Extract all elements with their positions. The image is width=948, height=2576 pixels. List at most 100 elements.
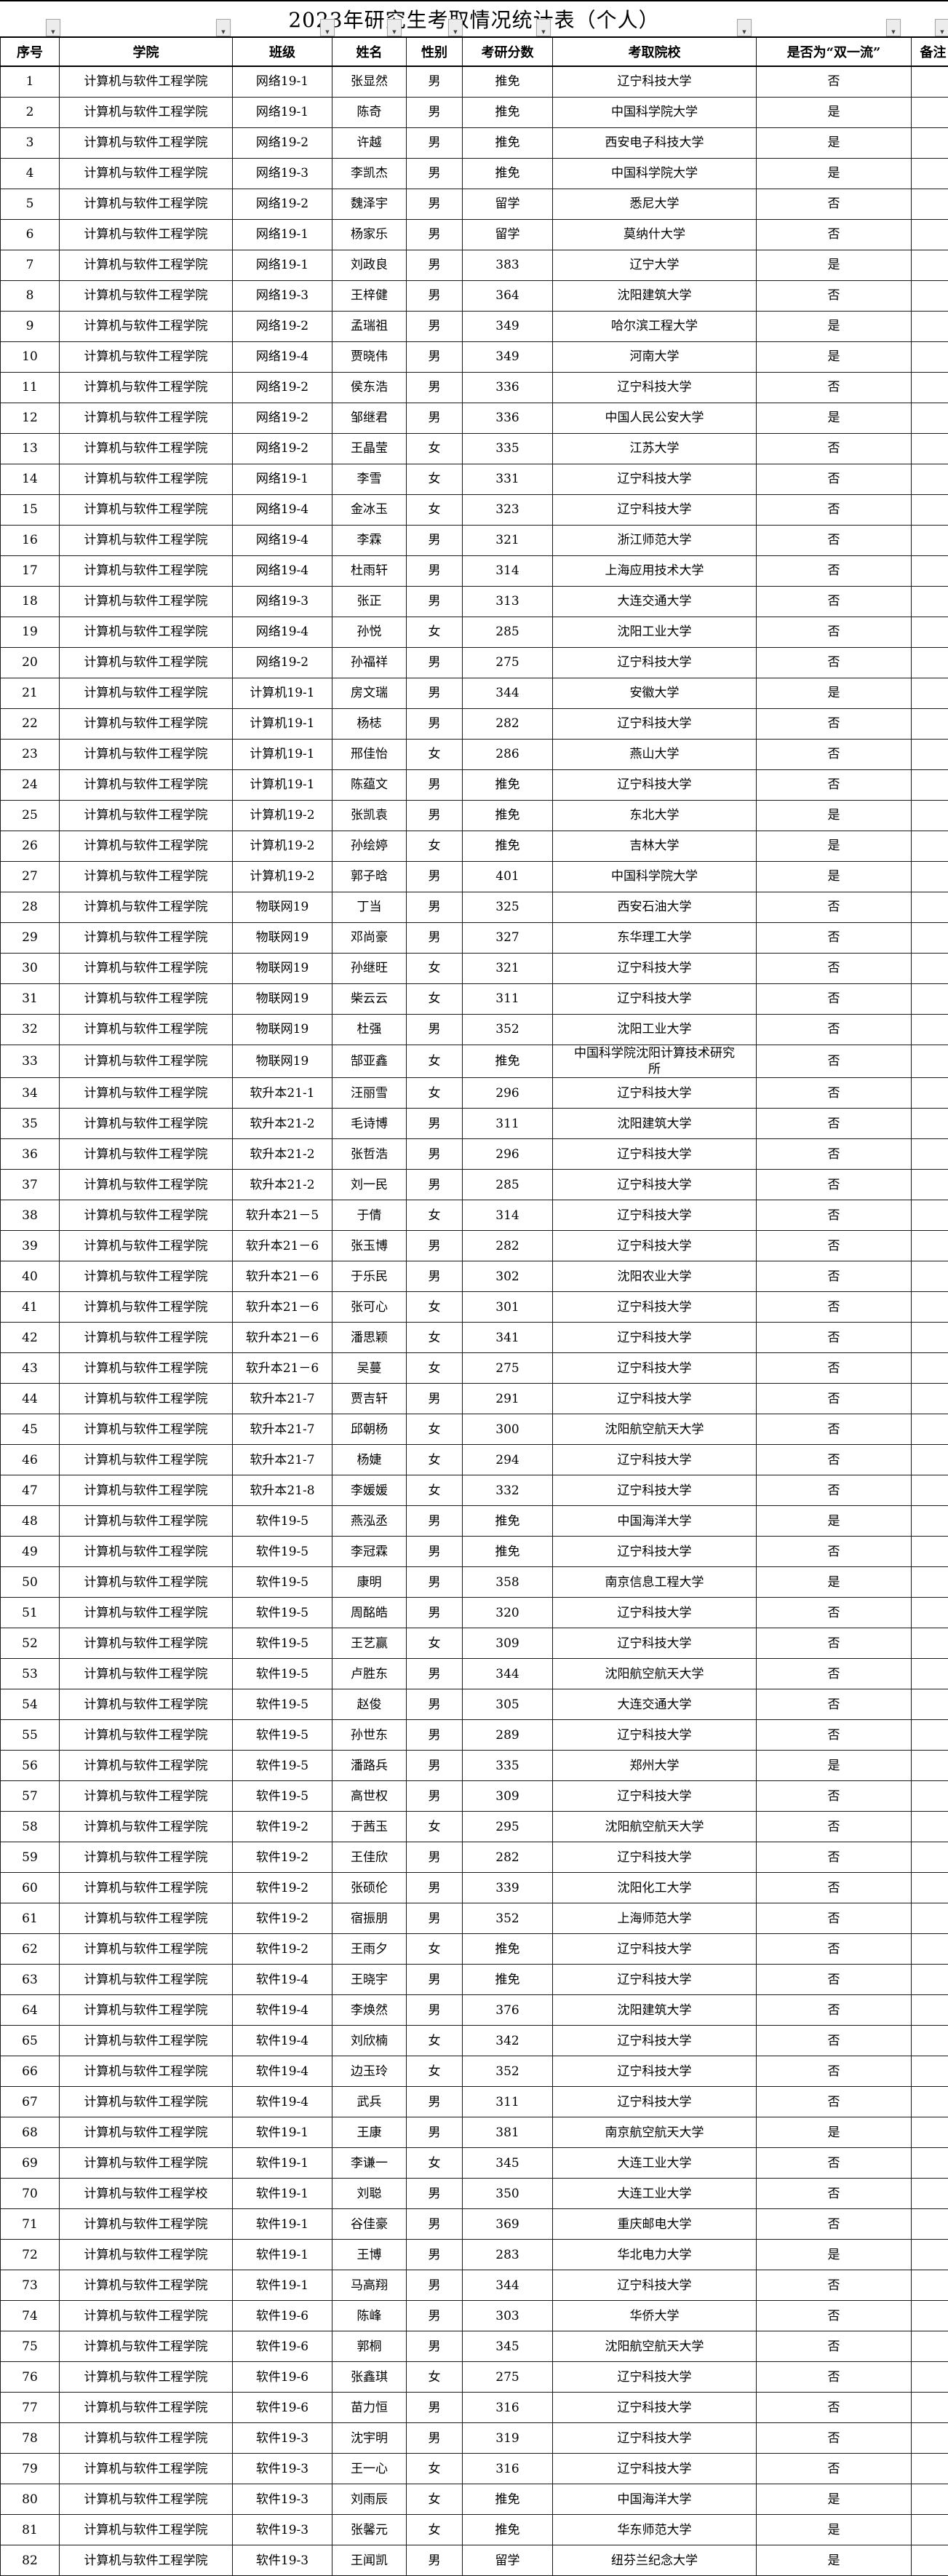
cell-index[interactable]: 7 — [1, 250, 60, 281]
cell-college[interactable]: 计算机与软件工程学院 — [60, 495, 233, 526]
cell-dfc[interactable]: 否 — [757, 526, 912, 556]
cell-school[interactable]: 上海师范大学 — [553, 1903, 757, 1934]
cell-class[interactable]: 软件19-6 — [233, 2393, 332, 2423]
cell-gender[interactable]: 男 — [407, 312, 463, 342]
cell-score[interactable]: 341 — [463, 1323, 553, 1353]
cell-dfc[interactable]: 否 — [757, 892, 912, 923]
cell-school[interactable]: 辽宁科技大学 — [553, 1628, 757, 1659]
cell-index[interactable]: 74 — [1, 2301, 60, 2331]
cell-class[interactable]: 网络19-2 — [233, 373, 332, 403]
cell-dfc[interactable]: 否 — [757, 1537, 912, 1567]
cell-remark[interactable] — [912, 1078, 948, 1109]
cell-dfc[interactable]: 否 — [757, 2301, 912, 2331]
cell-index[interactable]: 48 — [1, 1506, 60, 1537]
cell-class[interactable]: 网络19-2 — [233, 403, 332, 434]
cell-college[interactable]: 计算机与软件工程学院 — [60, 373, 233, 403]
cell-index[interactable]: 34 — [1, 1078, 60, 1109]
cell-score[interactable]: 352 — [463, 1903, 553, 1934]
cell-college[interactable]: 计算机与软件工程学院 — [60, 312, 233, 342]
cell-school[interactable]: 辽宁科技大学 — [553, 2270, 757, 2301]
cell-name[interactable]: 吴蔓 — [332, 1353, 407, 1384]
cell-gender[interactable]: 男 — [407, 403, 463, 434]
cell-name[interactable]: 王闻凯 — [332, 2545, 407, 2576]
cell-college[interactable]: 计算机与软件工程学院 — [60, 1414, 233, 1445]
cell-index[interactable]: 49 — [1, 1537, 60, 1567]
cell-index[interactable]: 12 — [1, 403, 60, 434]
cell-dfc[interactable]: 否 — [757, 1414, 912, 1445]
cell-gender[interactable]: 男 — [407, 1170, 463, 1200]
cell-dfc[interactable]: 否 — [757, 648, 912, 678]
cell-gender[interactable]: 男 — [407, 220, 463, 250]
cell-remark[interactable] — [912, 1934, 948, 1965]
cell-name[interactable]: 张正 — [332, 587, 407, 617]
cell-college[interactable]: 计算机与软件工程学院 — [60, 1231, 233, 1261]
cell-score[interactable]: 331 — [463, 464, 553, 495]
cell-remark[interactable] — [912, 801, 948, 831]
cell-gender[interactable]: 女 — [407, 1353, 463, 1384]
cell-school[interactable]: 重庆邮电大学 — [553, 2209, 757, 2240]
cell-index[interactable]: 15 — [1, 495, 60, 526]
cell-gender[interactable]: 女 — [407, 2484, 463, 2515]
cell-score[interactable]: 335 — [463, 434, 553, 464]
cell-dfc[interactable]: 是 — [757, 2240, 912, 2270]
cell-index[interactable]: 68 — [1, 2117, 60, 2148]
cell-school[interactable]: 安徽大学 — [553, 678, 757, 709]
cell-college[interactable]: 计算机与软件工程学院 — [60, 1934, 233, 1965]
cell-college[interactable]: 计算机与软件工程学院 — [60, 1720, 233, 1751]
cell-remark[interactable] — [912, 220, 948, 250]
cell-name[interactable]: 于乐民 — [332, 1261, 407, 1292]
cell-name[interactable]: 孙世东 — [332, 1720, 407, 1751]
cell-school[interactable]: 南京航空航天大学 — [553, 2117, 757, 2148]
cell-index[interactable]: 78 — [1, 2423, 60, 2454]
cell-index[interactable]: 2 — [1, 98, 60, 128]
cell-score[interactable]: 345 — [463, 2331, 553, 2362]
cell-dfc[interactable]: 否 — [757, 1200, 912, 1231]
cell-college[interactable]: 计算机与软件工程学院 — [60, 1628, 233, 1659]
cell-name[interactable]: 刘政良 — [332, 250, 407, 281]
cell-remark[interactable] — [912, 1812, 948, 1842]
cell-college[interactable]: 计算机与软件工程学院 — [60, 464, 233, 495]
cell-college[interactable]: 计算机与软件工程学院 — [60, 954, 233, 984]
cell-college[interactable]: 计算机与软件工程学院 — [60, 1445, 233, 1475]
cell-gender[interactable]: 男 — [407, 892, 463, 923]
cell-remark[interactable] — [912, 1292, 948, 1323]
cell-score[interactable]: 321 — [463, 526, 553, 556]
cell-college[interactable]: 计算机与软件工程学院 — [60, 281, 233, 312]
cell-college[interactable]: 计算机与软件工程学院 — [60, 1506, 233, 1537]
cell-school[interactable]: 辽宁科技大学 — [553, 1292, 757, 1323]
cell-class[interactable]: 软升本21-7 — [233, 1414, 332, 1445]
cell-dfc[interactable]: 否 — [757, 2056, 912, 2087]
cell-index[interactable]: 31 — [1, 984, 60, 1015]
cell-score[interactable]: 285 — [463, 1170, 553, 1200]
cell-remark[interactable] — [912, 2423, 948, 2454]
cell-college[interactable]: 计算机与软件工程学院 — [60, 2301, 233, 2331]
cell-school[interactable]: 辽宁大学 — [553, 250, 757, 281]
cell-gender[interactable]: 男 — [407, 2087, 463, 2117]
cell-college[interactable]: 计算机与软件工程学院 — [60, 250, 233, 281]
cell-name[interactable]: 邢佳怡 — [332, 740, 407, 770]
cell-gender[interactable]: 男 — [407, 373, 463, 403]
cell-class[interactable]: 网络19-4 — [233, 342, 332, 373]
cell-class[interactable]: 软升本21－6 — [233, 1353, 332, 1384]
cell-class[interactable]: 软升本21－5 — [233, 1200, 332, 1231]
cell-remark[interactable] — [912, 2331, 948, 2362]
cell-school[interactable]: 辽宁科技大学 — [553, 1720, 757, 1751]
cell-gender[interactable]: 男 — [407, 66, 463, 98]
cell-index[interactable]: 52 — [1, 1628, 60, 1659]
cell-name[interactable]: 李霖 — [332, 526, 407, 556]
cell-class[interactable]: 网络19-2 — [233, 128, 332, 159]
cell-index[interactable]: 1 — [1, 66, 60, 98]
cell-gender[interactable]: 女 — [407, 740, 463, 770]
cell-class[interactable]: 网络19-3 — [233, 281, 332, 312]
cell-dfc[interactable]: 否 — [757, 1384, 912, 1414]
cell-school[interactable]: 中国科学院大学 — [553, 862, 757, 892]
cell-gender[interactable]: 男 — [407, 1689, 463, 1720]
cell-name[interactable]: 孙绘婷 — [332, 831, 407, 862]
cell-gender[interactable]: 女 — [407, 2454, 463, 2484]
cell-school[interactable]: 郑州大学 — [553, 1751, 757, 1781]
cell-name[interactable]: 汪丽雪 — [332, 1078, 407, 1109]
cell-school[interactable]: 辽宁科技大学 — [553, 2026, 757, 2056]
cell-dfc[interactable]: 否 — [757, 556, 912, 587]
cell-college[interactable]: 计算机与软件工程学院 — [60, 1475, 233, 1506]
cell-remark[interactable] — [912, 1659, 948, 1689]
